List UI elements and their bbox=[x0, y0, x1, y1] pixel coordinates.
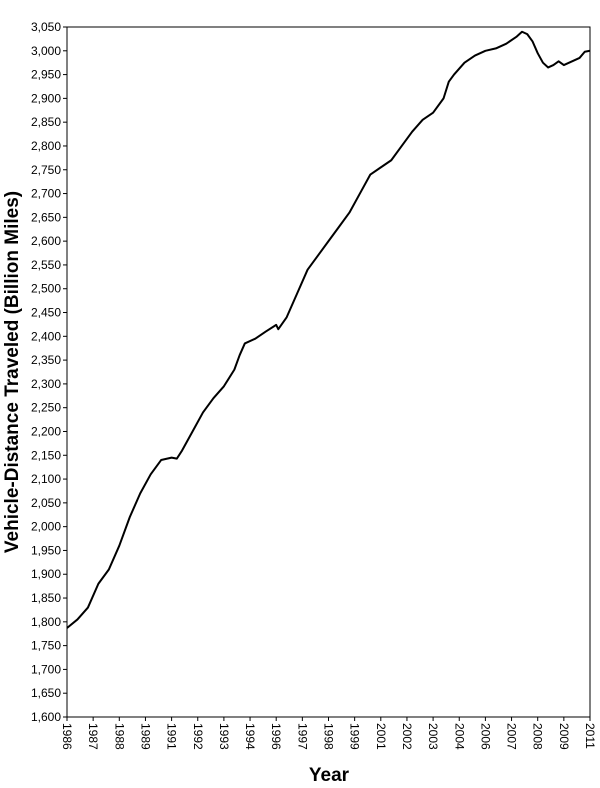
y-tick-label: 2,500 bbox=[31, 282, 61, 296]
y-tick-label: 3,000 bbox=[31, 44, 61, 58]
y-axis-title: Vehicle-Distance Traveled (Billion Miles… bbox=[2, 191, 23, 553]
y-tick-label: 1,700 bbox=[31, 662, 61, 676]
y-tick-label: 1,750 bbox=[31, 639, 61, 653]
x-tick-label: 1997 bbox=[295, 723, 309, 750]
x-tick-label: 2003 bbox=[426, 723, 440, 750]
y-tick-label: 2,700 bbox=[31, 187, 61, 201]
y-tick-label: 2,300 bbox=[31, 377, 61, 391]
x-tick-label: 1989 bbox=[138, 723, 152, 750]
y-tick-label: 2,550 bbox=[31, 258, 61, 272]
x-tick-label: 1986 bbox=[60, 723, 74, 750]
y-tick-label: 1,900 bbox=[31, 567, 61, 581]
y-tick-label: 2,950 bbox=[31, 68, 61, 82]
y-tick-label: 1,850 bbox=[31, 591, 61, 605]
y-tick-label: 2,000 bbox=[31, 520, 61, 534]
y-tick-label: 2,050 bbox=[31, 496, 61, 510]
y-tick-label: 1,950 bbox=[31, 543, 61, 557]
y-tick-label: 2,150 bbox=[31, 448, 61, 462]
x-tick-label: 1991 bbox=[165, 723, 179, 750]
y-tick-label: 2,350 bbox=[31, 353, 61, 367]
x-tick-label: 1993 bbox=[217, 723, 231, 750]
y-tick-label: 2,800 bbox=[31, 139, 61, 153]
y-tick-label: 2,650 bbox=[31, 210, 61, 224]
x-tick-label: 2008 bbox=[531, 723, 545, 750]
y-tick-label: 2,900 bbox=[31, 91, 61, 105]
x-tick-label: 2006 bbox=[478, 723, 492, 750]
x-tick-label: 1998 bbox=[322, 723, 336, 750]
x-tick-label: 2004 bbox=[452, 723, 466, 750]
x-tick-label: 1988 bbox=[112, 723, 126, 750]
x-tick-label: 2009 bbox=[557, 723, 571, 750]
y-tick-label: 1,650 bbox=[31, 686, 61, 700]
y-tick-label: 2,750 bbox=[31, 163, 61, 177]
x-tick-label: 2007 bbox=[505, 723, 519, 750]
y-tick-label: 2,450 bbox=[31, 306, 61, 320]
x-tick-label: 1999 bbox=[348, 723, 362, 750]
x-axis-title: Year bbox=[309, 765, 350, 786]
y-tick-label: 2,250 bbox=[31, 401, 61, 415]
x-tick-label: 1992 bbox=[191, 723, 205, 750]
y-tick-label: 2,850 bbox=[31, 115, 61, 129]
x-tick-label: 1987 bbox=[86, 723, 100, 750]
y-tick-label: 1,600 bbox=[31, 710, 61, 724]
line-series bbox=[66, 30, 591, 629]
plot-frame bbox=[66, 26, 591, 718]
x-tick-label: 2001 bbox=[374, 723, 388, 750]
y-tick-label: 1,800 bbox=[31, 615, 61, 629]
x-tick-label: 2011 bbox=[583, 723, 597, 749]
x-tick-label: 1996 bbox=[269, 723, 283, 750]
y-tick-label: 2,400 bbox=[31, 329, 61, 343]
y-tick-label: 2,600 bbox=[31, 234, 61, 248]
y-tick-label: 3,050 bbox=[31, 20, 61, 34]
x-tick-label: 2002 bbox=[400, 723, 414, 750]
y-tick-label: 2,200 bbox=[31, 424, 61, 438]
x-tick-label: 1994 bbox=[243, 723, 257, 750]
y-tick-label: 2,100 bbox=[31, 472, 61, 486]
